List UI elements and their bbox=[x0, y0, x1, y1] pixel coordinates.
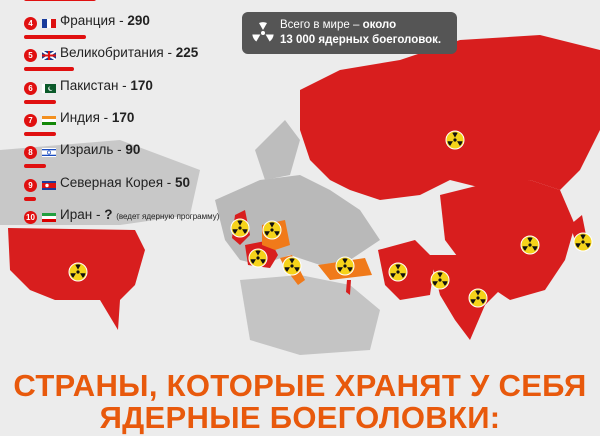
country-name: Северная Корея bbox=[60, 174, 164, 190]
radiation-icon bbox=[335, 256, 355, 276]
pakistan-flag-icon bbox=[42, 83, 56, 93]
separator: - bbox=[163, 45, 176, 61]
page-title-line2: ЯДЕРНЫЕ БОЕГОЛОВКИ: bbox=[99, 400, 501, 435]
warhead-count: 50 bbox=[175, 174, 191, 190]
warhead-count: 170 bbox=[130, 77, 153, 93]
warhead-count: 225 bbox=[175, 45, 199, 61]
count-bar bbox=[24, 131, 56, 136]
country-name: Индия bbox=[60, 109, 100, 125]
radiation-icon bbox=[282, 256, 302, 276]
callout-text: Всего в мире – bbox=[280, 19, 363, 31]
rank-badge: 6 bbox=[24, 81, 37, 95]
list-item: 8 Израиль - 90 bbox=[22, 139, 362, 169]
separator: - bbox=[99, 109, 112, 125]
list-item: 9 Северная Корея - 50 bbox=[22, 172, 362, 202]
israel-flag-icon bbox=[42, 148, 56, 158]
russia-region bbox=[300, 35, 600, 200]
callout-total: 13 000 ядерных боеголовок. bbox=[280, 34, 442, 46]
radiation-icon bbox=[252, 22, 274, 42]
africa-land bbox=[240, 275, 380, 355]
count-bar bbox=[24, 99, 56, 104]
radiation-icon bbox=[573, 232, 593, 252]
rank-badge: 10 bbox=[24, 210, 37, 224]
country-entry: Франция - 290 bbox=[60, 13, 150, 28]
scandinavia-land bbox=[255, 120, 300, 180]
uk-flag-icon bbox=[42, 51, 56, 61]
callout-bold: около bbox=[362, 19, 397, 31]
rank-badge: 4 bbox=[24, 17, 37, 30]
rank-badge: 5 bbox=[24, 49, 37, 63]
count-bar bbox=[24, 67, 74, 72]
france-flag-icon bbox=[42, 19, 56, 28]
count-bar bbox=[24, 35, 86, 39]
list-item: 5 Великобритания - 225 bbox=[22, 42, 362, 72]
radiation-icon bbox=[430, 270, 450, 290]
warhead-count: 90 bbox=[125, 142, 141, 158]
list-item: 7 Индия - 170 bbox=[22, 107, 362, 137]
country-entry: Индия - 170 bbox=[60, 110, 134, 125]
warhead-count: ? bbox=[104, 206, 113, 222]
separator: - bbox=[118, 77, 131, 93]
radiation-icon bbox=[445, 130, 465, 150]
radiation-icon bbox=[248, 248, 268, 268]
india-flag-icon bbox=[42, 115, 56, 125]
radiation-icon bbox=[68, 262, 88, 282]
separator: - bbox=[115, 13, 128, 28]
warhead-count: 290 bbox=[127, 13, 150, 28]
count-bar bbox=[24, 0, 96, 1]
country-name: Израиль bbox=[60, 142, 114, 158]
country-name: Иран bbox=[60, 206, 93, 222]
rank-badge: 9 bbox=[24, 178, 37, 192]
count-bar bbox=[24, 164, 46, 169]
israel-region bbox=[346, 280, 351, 295]
list-item: 10 Иран - ? (ведет ядерную программу) bbox=[22, 204, 362, 234]
north-korea-flag-icon bbox=[42, 180, 56, 190]
country-name: Пакистан bbox=[60, 77, 119, 93]
total-callout: Всего в мире – около 13 000 ядерных боег… bbox=[242, 12, 457, 54]
radiation-icon bbox=[520, 235, 540, 255]
iran-flag-icon bbox=[42, 212, 56, 222]
separator: - bbox=[92, 206, 105, 222]
country-entry: Израиль - 90 bbox=[60, 142, 140, 157]
separator: - bbox=[113, 142, 126, 158]
rank-badge: 8 bbox=[24, 146, 37, 160]
europe-land bbox=[215, 175, 380, 265]
country-name: Франция bbox=[60, 13, 116, 28]
country-entry: Великобритания - 225 bbox=[60, 45, 198, 60]
warhead-count: 170 bbox=[111, 109, 135, 125]
country-entry: Северная Корея - 50 bbox=[60, 175, 190, 190]
list-item: 6 Пакистан - 170 bbox=[22, 75, 362, 105]
radiation-icon bbox=[388, 262, 408, 282]
country-name: Великобритания bbox=[60, 45, 164, 61]
world-map bbox=[0, 35, 600, 355]
radiation-icon bbox=[468, 288, 488, 308]
canada-land bbox=[0, 140, 200, 225]
page-title: СТРАНЫ, КОТОРЫЕ ХРАНЯТ У СЕБЯ bbox=[13, 368, 587, 403]
rank-badge: 7 bbox=[24, 113, 37, 127]
count-bar bbox=[24, 196, 36, 201]
separator: - bbox=[163, 174, 176, 190]
india-region bbox=[430, 255, 505, 340]
country-entry: Пакистан - 170 bbox=[60, 78, 153, 93]
country-note: (ведет ядерную программу) bbox=[116, 211, 220, 221]
list-item: 4 Франция - 290 bbox=[22, 10, 362, 40]
country-entry: Иран - ? (ведет ядерную программу) bbox=[60, 207, 219, 222]
